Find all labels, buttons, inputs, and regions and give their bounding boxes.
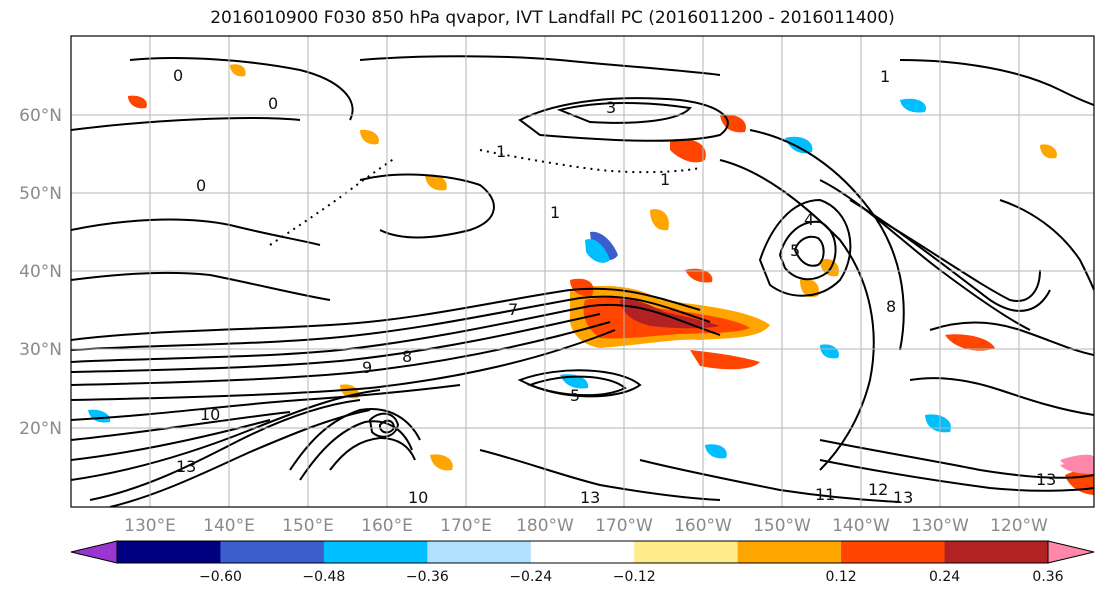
qvapor-anomaly-fills bbox=[88, 64, 1094, 495]
lon-axis: 130°E 140°E 150°E 160°E 170°E 180°W 170°… bbox=[124, 516, 1048, 536]
colorbar-segment bbox=[427, 541, 532, 563]
colorbar: −0.60−0.48−0.36−0.24−0.120.120.240.360.4… bbox=[70, 540, 1095, 585]
lon-label: 170°E bbox=[440, 516, 492, 536]
lon-label: 160°W bbox=[674, 516, 732, 536]
contour-label: 1 bbox=[660, 170, 670, 189]
lon-label: 140°E bbox=[203, 516, 255, 536]
contour-label: 10 bbox=[200, 405, 220, 424]
lat-axis: 60°N 50°N 40°N 30°N 20°N bbox=[19, 106, 62, 439]
colorbar-tick-label: −0.60 bbox=[199, 569, 242, 585]
colorbar-segment bbox=[841, 541, 946, 563]
colorbar-segment bbox=[220, 541, 325, 563]
contour-label: 0 bbox=[173, 66, 183, 85]
lon-label: 150°E bbox=[282, 516, 334, 536]
colorbar-tick-label: −0.36 bbox=[406, 569, 449, 585]
lon-label: 140°W bbox=[832, 516, 890, 536]
contour-label: 4 bbox=[804, 210, 814, 229]
coastline-dots bbox=[269, 149, 701, 246]
contour-label-group: 0 0 0 1 1 1 1 3 4 5 5 7 8 8 9 10 10 11 1… bbox=[173, 66, 1056, 507]
colorbar-segment bbox=[323, 541, 428, 563]
lat-label: 60°N bbox=[19, 106, 62, 126]
contour-label: 5 bbox=[570, 386, 580, 405]
colorbar-segment bbox=[737, 541, 842, 563]
colorbar-tick-label: 0.24 bbox=[929, 569, 960, 585]
lon-label: 130°W bbox=[911, 516, 969, 536]
colorbar-extend-high bbox=[1047, 540, 1095, 564]
gridlines bbox=[71, 36, 1094, 507]
colorbar-segment bbox=[944, 541, 1049, 563]
contour-label: 1 bbox=[880, 67, 890, 86]
contour-label: 5 bbox=[790, 241, 800, 260]
map-frame bbox=[70, 35, 1095, 508]
contour-label: 13 bbox=[893, 488, 913, 507]
contour-label: 1 bbox=[496, 142, 506, 161]
contour-label: 13 bbox=[1036, 470, 1056, 489]
colorbar-tick-label: 0.12 bbox=[826, 569, 857, 585]
colorbar-tick-label: −0.24 bbox=[509, 569, 552, 585]
contour-label: 8 bbox=[886, 297, 896, 316]
colorbar-segment bbox=[634, 541, 739, 563]
lat-label: 40°N bbox=[19, 262, 62, 282]
chart-title: 2016010900 F030 850 hPa qvapor, IVT Land… bbox=[210, 8, 895, 28]
contour-label: 1 bbox=[550, 203, 560, 222]
lon-label: 170°W bbox=[595, 516, 653, 536]
colorbar-outline bbox=[116, 540, 1049, 564]
contour-label: 3 bbox=[606, 98, 616, 117]
contour-label: 9 bbox=[362, 358, 372, 377]
lon-label: 160°E bbox=[361, 516, 413, 536]
contour-label: 0 bbox=[268, 94, 278, 113]
contour-label: 8 bbox=[402, 347, 412, 366]
lon-label: 150°W bbox=[753, 516, 811, 536]
colorbar-extend-low bbox=[70, 540, 118, 564]
lon-label: 120°W bbox=[990, 516, 1048, 536]
lon-label: 130°E bbox=[124, 516, 176, 536]
contour-label: 10 bbox=[408, 488, 428, 507]
contour-label: 11 bbox=[815, 485, 835, 504]
lat-label: 50°N bbox=[19, 184, 62, 204]
colorbar-segment bbox=[117, 541, 221, 563]
contour-label: 13 bbox=[580, 488, 600, 507]
lon-label: 180°W bbox=[516, 516, 574, 536]
contour-label: 12 bbox=[868, 480, 888, 499]
ivt-contours bbox=[71, 55, 1094, 507]
colorbar-tick-label: −0.48 bbox=[302, 569, 345, 585]
contour-label: 0 bbox=[196, 176, 206, 195]
colorbar-tick-label: −0.12 bbox=[613, 569, 656, 585]
colorbar-segment bbox=[530, 541, 635, 563]
contour-label: 13 bbox=[176, 457, 196, 476]
colorbar-tick-label: 0.36 bbox=[1032, 569, 1063, 585]
contour-label: 7 bbox=[508, 300, 518, 319]
lat-label: 30°N bbox=[19, 340, 62, 360]
lat-label: 20°N bbox=[19, 419, 62, 439]
